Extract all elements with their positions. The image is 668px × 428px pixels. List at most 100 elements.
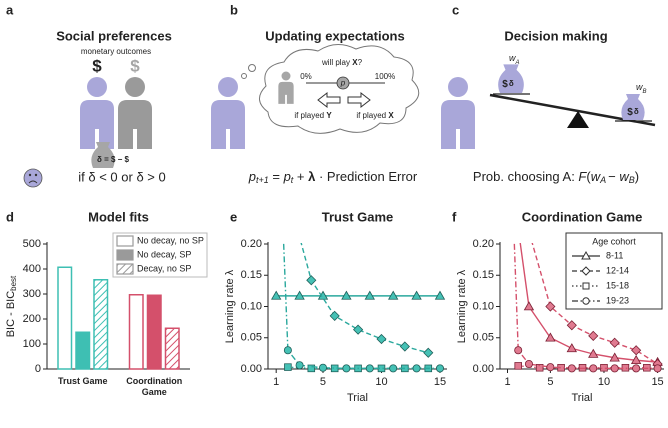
- point: [273, 53, 280, 60]
- text: F: [578, 169, 587, 184]
- y-tick-label: 0.00: [473, 363, 494, 375]
- text: if played: [294, 111, 326, 120]
- y-tick-label: 300: [23, 288, 41, 300]
- point: [567, 364, 576, 373]
- point: [588, 348, 599, 358]
- point: [524, 359, 533, 368]
- scale-low: 0%: [300, 72, 312, 81]
- y-tick-label: 0.00: [241, 363, 262, 375]
- point: [376, 333, 387, 345]
- x-tick-label-box: Trust Game: [57, 376, 108, 386]
- dollar-other: $: [130, 56, 140, 75]
- point: [271, 290, 282, 300]
- arrow-right: [347, 91, 371, 109]
- point: [387, 290, 399, 300]
- thought-cloud: [259, 44, 420, 134]
- person-other: [118, 77, 152, 149]
- text: p: [248, 169, 256, 184]
- panel-title: Social preferences: [56, 28, 172, 43]
- point: [411, 290, 422, 300]
- chart-title: Coordination Game: [522, 209, 643, 224]
- point: [399, 341, 410, 352]
- fulcrum: [567, 111, 589, 128]
- x-tick-label: Trust Game: [57, 376, 108, 386]
- text: −: [608, 169, 619, 184]
- y-tick-label: 0.20: [473, 238, 494, 250]
- text: X: [352, 58, 358, 67]
- bag-label: $δ: [502, 79, 514, 90]
- text: t+1: [256, 175, 269, 185]
- panel-letter: a: [6, 2, 14, 17]
- y-tick-label: 0: [35, 363, 41, 375]
- panel-a: a Social preferences monetary outcomes $…: [6, 2, 172, 188]
- point: [283, 190, 292, 199]
- text: Y: [326, 111, 332, 120]
- text: ?: [358, 58, 363, 67]
- legend-marker: [581, 266, 591, 276]
- person: [211, 77, 245, 149]
- y-tick-label: 0.15: [473, 269, 494, 281]
- y-tick-label: 100: [23, 338, 41, 350]
- person: [441, 77, 475, 149]
- formula: Prob. choosing A: F(wA − wB): [473, 169, 639, 185]
- panel-letter: f: [452, 209, 457, 224]
- legend-swatch: [116, 249, 134, 261]
- text: ): [635, 169, 639, 184]
- legend-title: Age cohort: [592, 236, 636, 246]
- y-tick-label: 0.05: [473, 332, 494, 344]
- arrow-left: [317, 91, 341, 109]
- text: δ: [509, 79, 514, 88]
- bar: [57, 266, 73, 370]
- x-axis-label: Trial: [347, 392, 368, 404]
- y-axis-label: BIC - BICbest: [5, 275, 18, 337]
- scale-high: 100%: [375, 72, 395, 81]
- y-tick-label: 200: [23, 313, 41, 325]
- point: [295, 361, 304, 370]
- legend-marker: [581, 250, 591, 260]
- point: [632, 364, 641, 373]
- point: [514, 362, 522, 370]
- legend-marker: [582, 282, 590, 290]
- panel-letter: d: [6, 209, 14, 224]
- label-left: if played Y: [294, 111, 332, 120]
- y-tick-label: 400: [23, 263, 41, 275]
- legend-marker: [582, 297, 590, 305]
- text: (: [586, 169, 591, 184]
- x-tick-label: 15: [434, 376, 446, 388]
- thought-bubble: [241, 73, 247, 79]
- point: [600, 363, 608, 372]
- point: [609, 337, 620, 348]
- point: [557, 363, 565, 372]
- point: [377, 364, 386, 373]
- bag-label: δ = $ − $: [97, 155, 130, 164]
- text: w: [591, 169, 602, 184]
- y-tick-label: 0.20: [241, 238, 262, 250]
- point: [610, 364, 619, 373]
- panel-title: Decision making: [504, 28, 607, 43]
- point: [294, 290, 305, 300]
- point: [435, 364, 444, 373]
- text: p: [283, 169, 291, 184]
- y-tick-label: 500: [23, 238, 41, 250]
- point: [330, 364, 339, 373]
- plot-area: [271, 53, 446, 373]
- text: A: [515, 60, 520, 66]
- text: X: [388, 111, 394, 120]
- legend-label: 19-23: [606, 295, 629, 305]
- panel-b: b Updating expectations will play X? 0% …: [211, 2, 420, 185]
- thought-bubble: [248, 64, 256, 72]
- point: [545, 332, 556, 342]
- condition: if δ < 0 or δ > 0: [78, 169, 165, 184]
- text: B: [629, 175, 635, 185]
- legend-label: No decay, SP: [137, 249, 191, 259]
- text: A: [599, 175, 606, 185]
- x-tick-label: Coordination Game: [126, 376, 183, 397]
- legend-label: No decay, no SP: [137, 235, 204, 245]
- point: [284, 363, 292, 371]
- bag-label: $δ: [627, 107, 639, 118]
- x-tick-label: 10: [375, 376, 387, 388]
- x-tick-label: 15: [651, 376, 663, 388]
- text: δ: [634, 107, 639, 116]
- x-tick-label: 5: [547, 376, 553, 388]
